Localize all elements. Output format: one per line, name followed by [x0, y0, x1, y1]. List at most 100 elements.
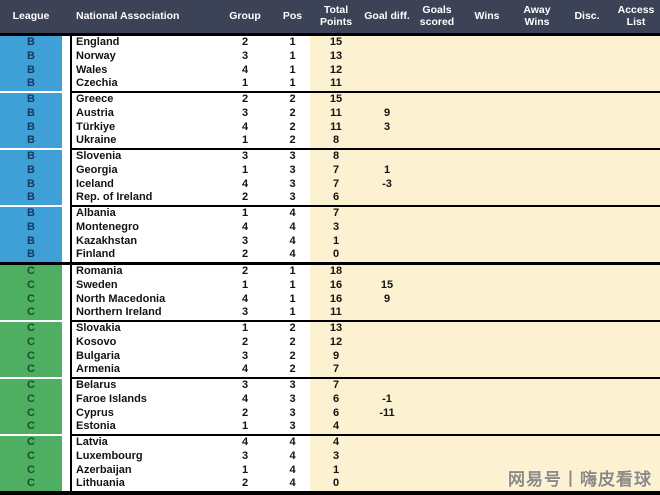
column-header-disc: Disc.: [574, 9, 600, 22]
cell-pos: 4: [275, 463, 310, 478]
cell-total-points: 15: [310, 36, 362, 50]
cell-wins: [462, 477, 512, 491]
cell-goals-scored: [412, 292, 462, 307]
cell-association: Slovenia: [72, 150, 215, 164]
cell-goal-diff: -3: [362, 177, 412, 192]
cell-access-list: [612, 477, 660, 491]
cell-away-wins: [512, 77, 562, 91]
cell-league: C: [0, 349, 62, 364]
group-separator: [0, 320, 660, 322]
cell-access-list: [612, 134, 660, 148]
cell-league: C: [0, 406, 62, 421]
cell-gap: [62, 49, 72, 64]
cell-gap: [62, 93, 72, 107]
cell-access-list: [612, 420, 660, 434]
cell-league: C: [0, 292, 62, 307]
cell-pos: 1: [275, 306, 310, 320]
cell-association: Armenia: [72, 363, 215, 377]
cell-gap: [62, 477, 72, 491]
cell-goals-scored: [412, 207, 462, 221]
cell-total-points: 9: [310, 349, 362, 364]
table-row: C Luxembourg 3 4 3: [0, 449, 660, 464]
cell-total-points: 11: [310, 120, 362, 135]
cell-pos: 3: [275, 177, 310, 192]
table-row: B Türkiye 4 2 11 3: [0, 120, 660, 135]
table-row: B Kazakhstan 3 4 1: [0, 234, 660, 249]
cell-league: B: [0, 77, 62, 91]
cell-gap: [62, 436, 72, 450]
cell-total-points: 8: [310, 150, 362, 164]
cell-access-list: [612, 463, 660, 478]
cell-access-list: [612, 49, 660, 64]
cell-goal-diff: [362, 463, 412, 478]
cell-group: 1: [215, 278, 275, 293]
cell-goal-diff: -11: [362, 406, 412, 421]
cell-pos: 3: [275, 406, 310, 421]
cell-total-points: 12: [310, 335, 362, 350]
cell-gap: [62, 292, 72, 307]
table-row: B England 2 1 15: [0, 36, 660, 50]
cell-disc: [562, 120, 612, 135]
cell-goal-diff: [362, 265, 412, 279]
cell-gap: [62, 363, 72, 377]
cell-pos: 1: [275, 292, 310, 307]
cell-away-wins: [512, 120, 562, 135]
cell-association: Kazakhstan: [72, 234, 215, 249]
cell-goals-scored: [412, 322, 462, 336]
cell-gap: [62, 177, 72, 192]
cell-wins: [462, 248, 512, 262]
cell-total-points: 12: [310, 63, 362, 78]
cell-wins: [462, 134, 512, 148]
cell-association: Czechia: [72, 77, 215, 91]
cell-goals-scored: [412, 449, 462, 464]
cell-away-wins: [512, 463, 562, 478]
cell-association: Greece: [72, 93, 215, 107]
cell-gap: [62, 278, 72, 293]
cell-goal-diff: [362, 49, 412, 64]
cell-access-list: [612, 234, 660, 249]
cell-group: 2: [215, 248, 275, 262]
cell-wins: [462, 392, 512, 407]
cell-association: Georgia: [72, 163, 215, 178]
cell-gap: [62, 265, 72, 279]
cell-away-wins: [512, 335, 562, 350]
cell-disc: [562, 477, 612, 491]
league-column-divider: [70, 33, 72, 495]
cell-league: B: [0, 234, 62, 249]
cell-wins: [462, 220, 512, 235]
table-row: C Northern Ireland 3 1 11: [0, 306, 660, 320]
cell-access-list: [612, 93, 660, 107]
cell-pos: 2: [275, 363, 310, 377]
cell-association: England: [72, 36, 215, 50]
cell-disc: [562, 265, 612, 279]
table-header-row: League National Association Group Pos To…: [0, 0, 660, 33]
table-row: B Austria 3 2 11 9: [0, 106, 660, 121]
cell-total-points: 7: [310, 177, 362, 192]
cell-league: C: [0, 363, 62, 377]
cell-gap: [62, 106, 72, 121]
cell-association: Azerbaijan: [72, 463, 215, 478]
cell-disc: [562, 36, 612, 50]
cell-league: C: [0, 420, 62, 434]
cell-group: 4: [215, 392, 275, 407]
cell-gap: [62, 36, 72, 50]
cell-disc: [562, 392, 612, 407]
cell-gap: [62, 150, 72, 164]
cell-away-wins: [512, 49, 562, 64]
cell-pos: 3: [275, 150, 310, 164]
cell-disc: [562, 363, 612, 377]
cell-disc: [562, 77, 612, 91]
cell-association: North Macedonia: [72, 292, 215, 307]
cell-league: C: [0, 449, 62, 464]
table-row: B Montenegro 4 4 3: [0, 220, 660, 235]
cell-association: Kosovo: [72, 335, 215, 350]
cell-wins: [462, 449, 512, 464]
cell-pos: 3: [275, 379, 310, 393]
cell-disc: [562, 349, 612, 364]
cell-access-list: [612, 392, 660, 407]
table-row: C Sweden 1 1 16 15: [0, 278, 660, 293]
cell-association: Montenegro: [72, 220, 215, 235]
cell-association: Norway: [72, 49, 215, 64]
cell-away-wins: [512, 220, 562, 235]
